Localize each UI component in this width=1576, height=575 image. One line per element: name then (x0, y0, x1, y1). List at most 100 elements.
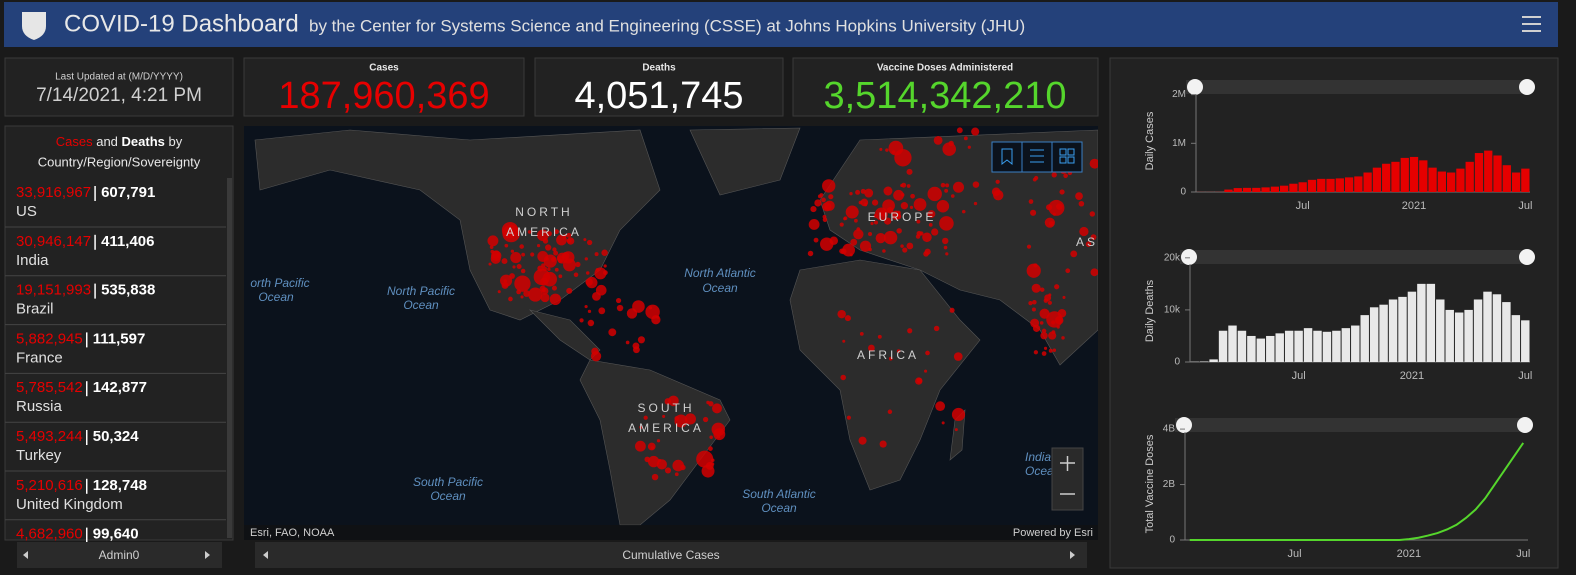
stat-label: Vaccine Doses Administered (877, 63, 1013, 74)
ocean-label: orth Pacific (250, 276, 309, 290)
bar (1473, 299, 1483, 362)
bar (1294, 330, 1303, 362)
ocean-label: North Atlantic (684, 266, 756, 280)
list-title-part: and (96, 134, 118, 149)
bar (1242, 187, 1252, 192)
row-deaths: 50,324 (93, 428, 140, 445)
list-tab[interactable] (17, 542, 222, 568)
tab-label[interactable]: Cumulative Cases (622, 548, 719, 562)
row-cases: 33,916,967 (16, 184, 91, 201)
bar (1332, 330, 1341, 362)
bar (1335, 178, 1344, 192)
bar (1492, 294, 1502, 362)
bar (1407, 291, 1417, 362)
ocean-label: Ocean (761, 501, 797, 515)
y-tick-label: 20k (1164, 252, 1181, 263)
ocean-label: Ocean (430, 489, 466, 503)
slider-handle[interactable] (1181, 249, 1197, 265)
bar (1354, 176, 1363, 192)
ocean-label: Ocean (258, 290, 294, 304)
row-cases: 5,785,542 (16, 379, 83, 396)
bar (1398, 296, 1407, 362)
list-title-part: Country/Region/Sovereignty (38, 154, 201, 169)
row-cases: 4,682,960 (16, 526, 83, 543)
bar (1313, 330, 1322, 362)
y-tick-label: 0 (1180, 187, 1186, 198)
bar (1360, 315, 1369, 362)
stat-label: Deaths (642, 63, 676, 74)
bar (1417, 283, 1426, 362)
map-tools[interactable] (991, 141, 1083, 173)
map-label: AMERICA (506, 225, 582, 239)
bar (1388, 299, 1398, 362)
bar (1261, 187, 1270, 192)
bar (1275, 333, 1284, 362)
row-deaths: 411,406 (101, 233, 154, 250)
slider-handle[interactable] (1176, 417, 1192, 433)
stat-label: Cases (369, 63, 399, 74)
bar (1391, 161, 1400, 192)
row-deaths: 142,877 (93, 379, 147, 396)
x-tick-label: 2021 (1400, 370, 1424, 382)
ocean-label: India (1025, 450, 1051, 464)
list-title-part: Cases (56, 134, 93, 149)
attribution: Esri, FAO, NOAA (250, 527, 335, 539)
slider-handle[interactable] (1517, 417, 1533, 433)
y-tick-label: 4B (1163, 424, 1176, 435)
bar (1233, 188, 1242, 192)
map-label: AS (1076, 235, 1098, 249)
stat-value: 4,051,745 (574, 75, 743, 117)
menu-icon[interactable] (1522, 16, 1541, 32)
row-cases: 5,882,945 (16, 330, 83, 347)
map-label: AFRICA (857, 348, 919, 362)
bar (1341, 328, 1351, 362)
y-tick-label: 0 (1174, 357, 1180, 368)
case-bubbles (487, 127, 1098, 481)
slider-handle[interactable] (1187, 79, 1203, 95)
bar (1511, 172, 1521, 192)
y-tick-label: 1M (1172, 138, 1186, 149)
row-name: Russia (16, 398, 63, 415)
ocean-label: North Pacific (387, 284, 455, 298)
list-title: Cases and Deaths by (56, 134, 183, 149)
stat-value: 187,960,369 (278, 75, 489, 117)
map-tab[interactable] (255, 542, 1087, 568)
y-tick-label: 10k (1164, 305, 1181, 316)
bar (1199, 361, 1209, 362)
zoom-icons (1060, 456, 1075, 495)
tab-label[interactable]: Admin0 (99, 548, 140, 562)
stat-box (534, 57, 784, 117)
bar (1465, 161, 1474, 192)
row-cases: 30,946,147 (16, 233, 91, 250)
bar (1218, 330, 1228, 362)
row-deaths: 607,791 (101, 184, 155, 201)
header-bar (4, 2, 1558, 47)
map-label: AMERICA (628, 421, 704, 435)
row-name: India (16, 252, 49, 269)
row-name: United Kingdom (16, 496, 123, 513)
updated-label: Last Updated at (M/D/YYYY) (55, 72, 183, 83)
bar (1224, 189, 1233, 192)
updated-value: 7/14/2021, 4:21 PM (36, 85, 202, 106)
map[interactable]: NORTH AMERICA EUROPE AS AFRICA SOUTH AME… (244, 126, 1100, 540)
slider-handle[interactable] (1519, 249, 1535, 265)
bar (1511, 315, 1521, 362)
bar (1436, 299, 1445, 362)
bar (1266, 335, 1275, 362)
y-axis-label: Daily Deaths (1144, 279, 1156, 342)
bar (1237, 330, 1247, 362)
row-cases: 5,493,244 (16, 428, 83, 445)
list-title-part: by (169, 134, 183, 149)
slider-handle[interactable] (1519, 79, 1535, 95)
bar (1400, 157, 1409, 192)
bar (1284, 330, 1294, 362)
bar (1303, 328, 1313, 362)
bar (1379, 304, 1388, 362)
bar (1419, 160, 1428, 192)
x-tick-label: Jul (1516, 548, 1530, 560)
scrollbar[interactable] (227, 178, 232, 538)
bar (1456, 168, 1465, 192)
bar (1307, 179, 1317, 192)
ocean-label: South Pacific (413, 475, 483, 489)
